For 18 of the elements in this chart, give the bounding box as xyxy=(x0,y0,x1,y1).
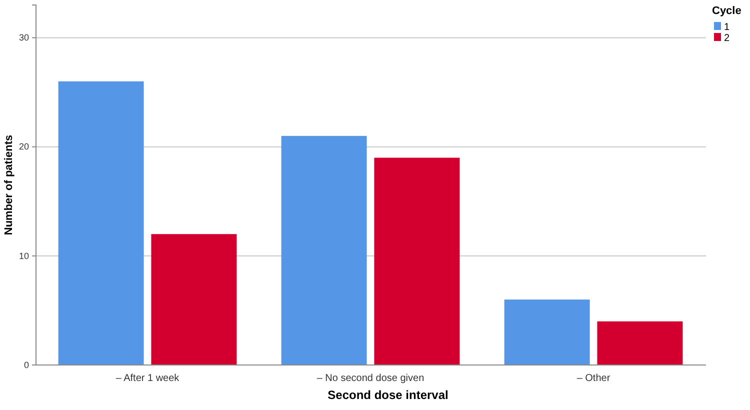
bar xyxy=(504,300,590,365)
legend-title: Cycle xyxy=(712,5,742,17)
bar xyxy=(58,81,144,365)
bar xyxy=(374,158,460,365)
bar xyxy=(597,321,683,365)
x-axis-title: Second dose interval xyxy=(328,388,448,402)
bar xyxy=(281,136,367,365)
x-tick-label: – No second dose given xyxy=(316,373,424,384)
legend-label: 2 xyxy=(724,33,730,44)
x-tick-label: – Other xyxy=(576,373,611,384)
y-tick-label: 30 xyxy=(18,32,29,43)
y-tick-label: 20 xyxy=(18,142,29,152)
y-tick-label: 10 xyxy=(18,250,29,261)
x-tick-label: – After 1 week xyxy=(116,373,180,384)
bar xyxy=(151,234,237,365)
legend-label: 1 xyxy=(724,22,730,33)
y-tick-label: 0 xyxy=(24,360,29,370)
y-axis-title: Number of patients xyxy=(3,134,15,236)
